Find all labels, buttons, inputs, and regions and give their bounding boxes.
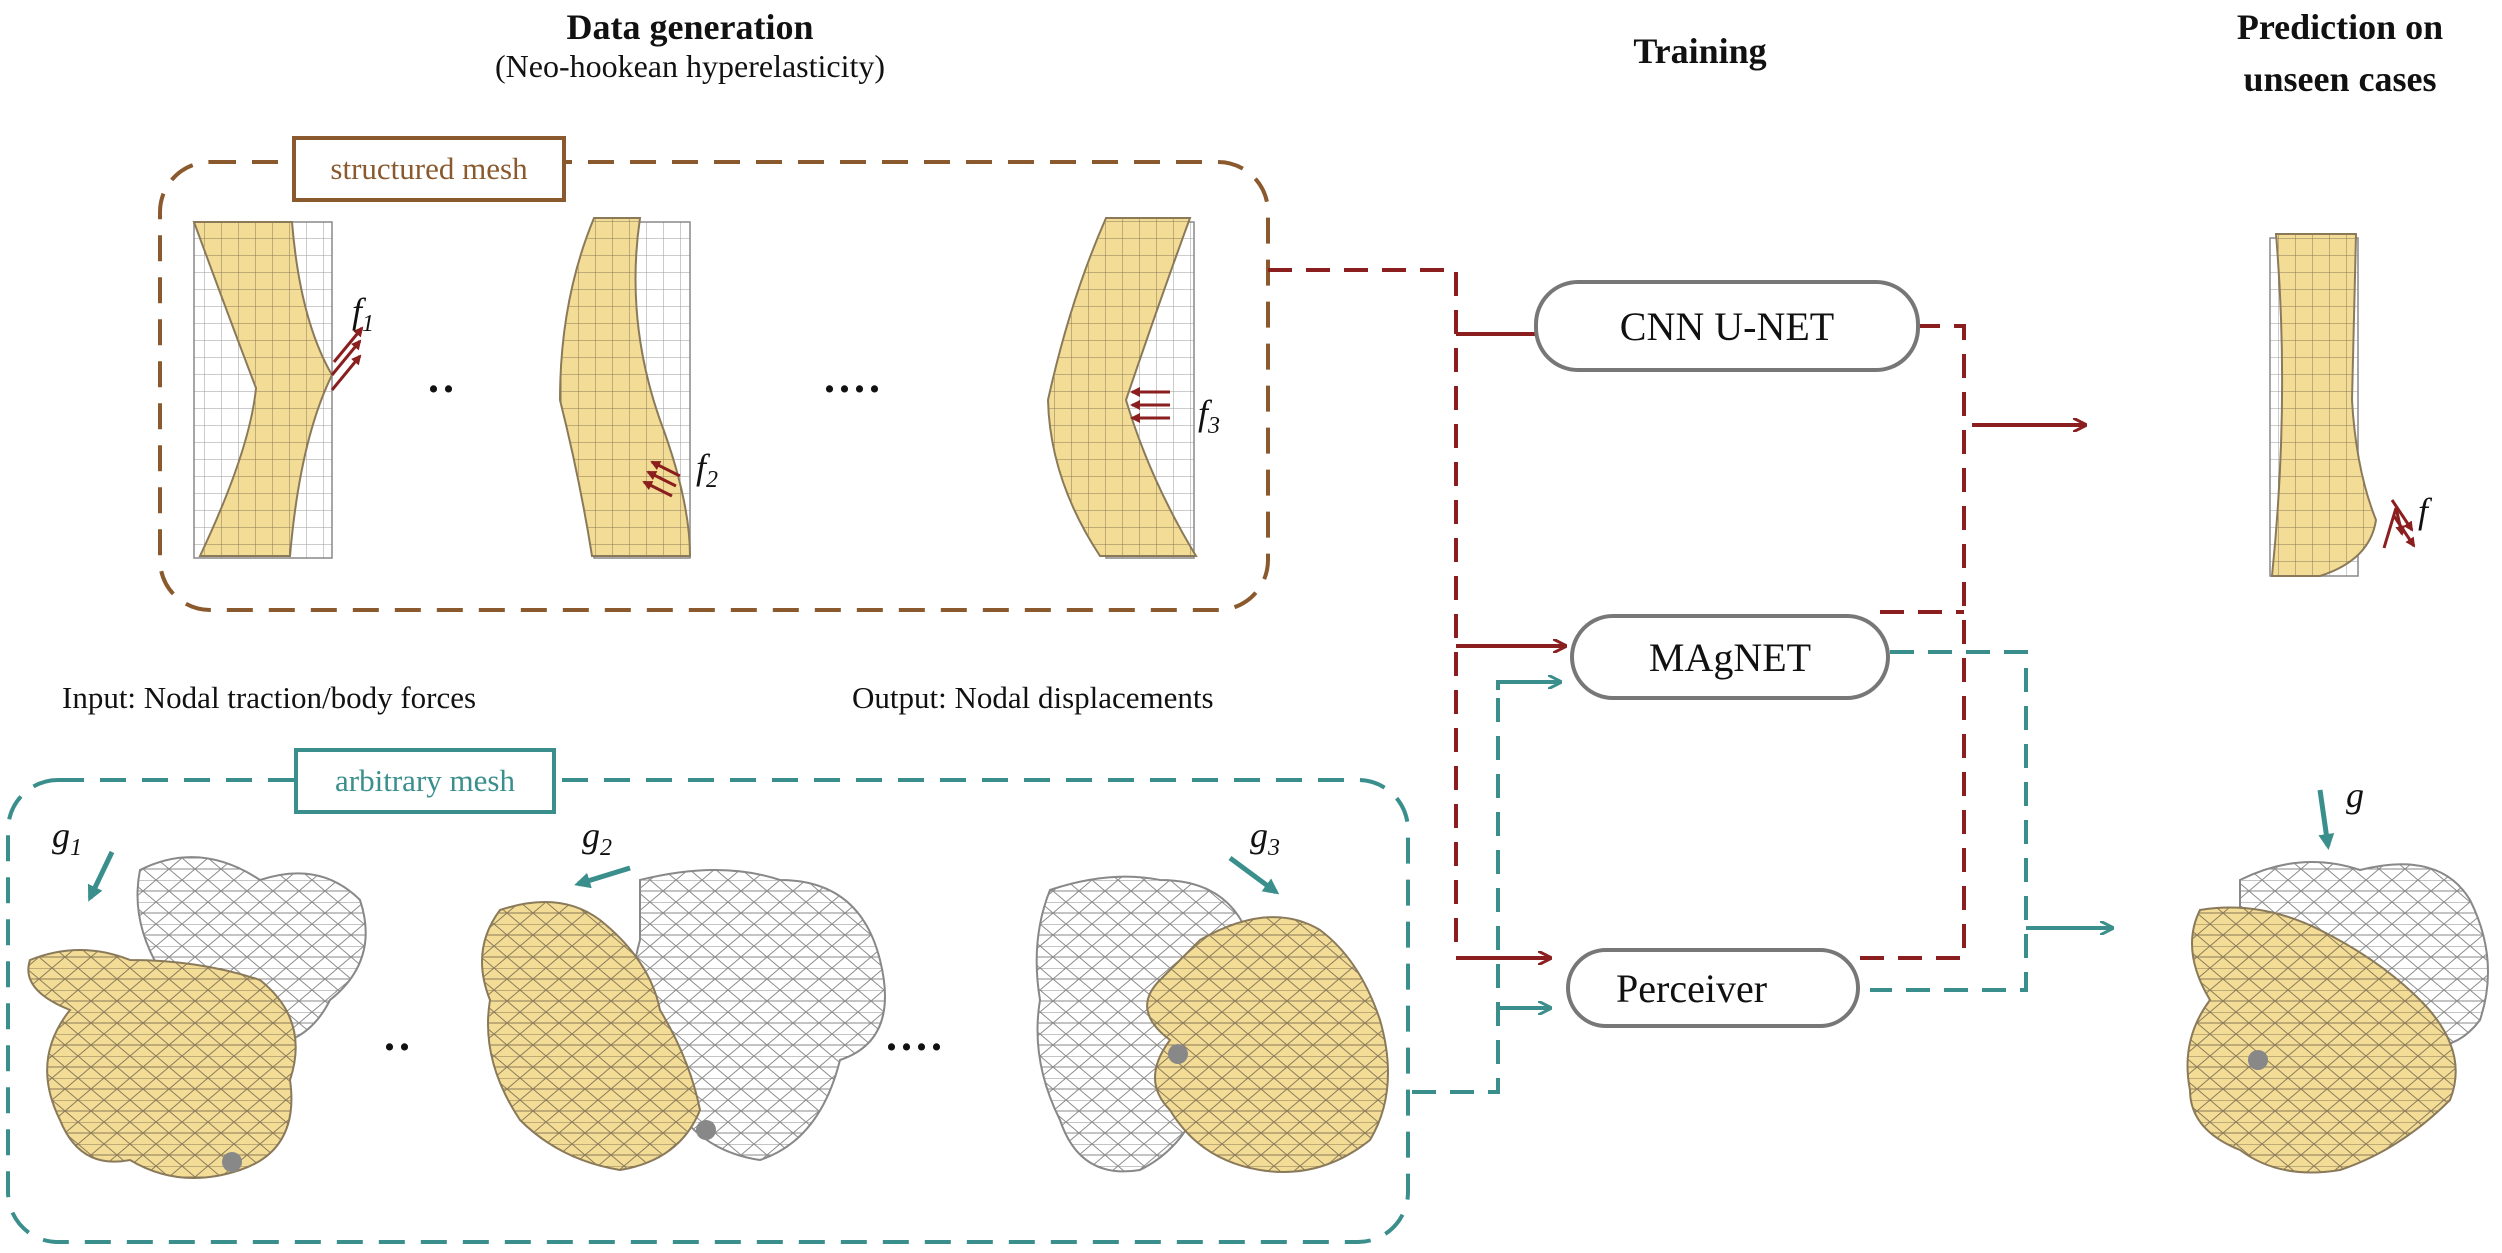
header-data-generation-sub: (Neo-hookean hyperelasticity) bbox=[494, 48, 886, 84]
ellipsis-structured-short: .. bbox=[428, 353, 458, 402]
structured-sample-1 bbox=[192, 221, 364, 559]
model-cnn-unet: CNN U-NET bbox=[1534, 280, 1920, 372]
header-prediction-line2: unseen cases bbox=[2243, 59, 2437, 99]
force-label-g1: g1 bbox=[52, 815, 82, 862]
force-arrow-g1 bbox=[87, 850, 115, 902]
arbitrary-mesh-label: arbitrary mesh bbox=[294, 748, 556, 814]
structured-mesh-label: structured mesh bbox=[292, 136, 566, 202]
structured-sample-2 bbox=[558, 217, 692, 559]
force-arrow-g bbox=[2317, 789, 2335, 850]
force-arrow-g3 bbox=[1228, 855, 1280, 895]
input-caption: Input: Nodal traction/body forces bbox=[62, 680, 477, 715]
force-label-f: f bbox=[2418, 491, 2429, 531]
model-magnet: MAgNET bbox=[1570, 614, 1890, 700]
structured-mesh-box bbox=[158, 160, 1270, 612]
arbitrary-sample-3 bbox=[1035, 875, 1389, 1173]
arbitrary-sample-1 bbox=[27, 856, 367, 1179]
output-caption: Output: Nodal displacements bbox=[852, 680, 1214, 715]
structured-sample-3 bbox=[1046, 217, 1198, 559]
prediction-structured-mesh bbox=[2269, 233, 2416, 577]
ellipsis-structured-long: .... bbox=[824, 353, 884, 402]
header-data-generation: Data generation bbox=[566, 7, 814, 47]
header-prediction-line1: Prediction on bbox=[2236, 7, 2444, 47]
force-label-g: g bbox=[2346, 775, 2364, 815]
header-training: Training bbox=[1633, 31, 1767, 71]
structured-connectors bbox=[1268, 268, 2085, 958]
force-label-f2: f2 bbox=[696, 447, 719, 494]
arbitrary-mesh-box bbox=[6, 778, 1410, 1244]
ellipsis-arbitrary-long: .... bbox=[886, 1011, 946, 1060]
prediction-arbitrary-mesh bbox=[2186, 861, 2489, 1174]
force-label-g3: g3 bbox=[1250, 815, 1280, 862]
model-perceiver: Perceiver bbox=[1566, 948, 1860, 1028]
force-arrow-g2 bbox=[574, 865, 631, 889]
arbitrary-connectors bbox=[1412, 650, 2112, 1094]
ellipsis-arbitrary-short: .. bbox=[384, 1011, 414, 1060]
arbitrary-sample-2 bbox=[481, 869, 886, 1172]
force-label-f3: f3 bbox=[1198, 393, 1221, 440]
force-label-g2: g2 bbox=[582, 815, 612, 862]
force-label-f1: f1 bbox=[352, 291, 375, 338]
